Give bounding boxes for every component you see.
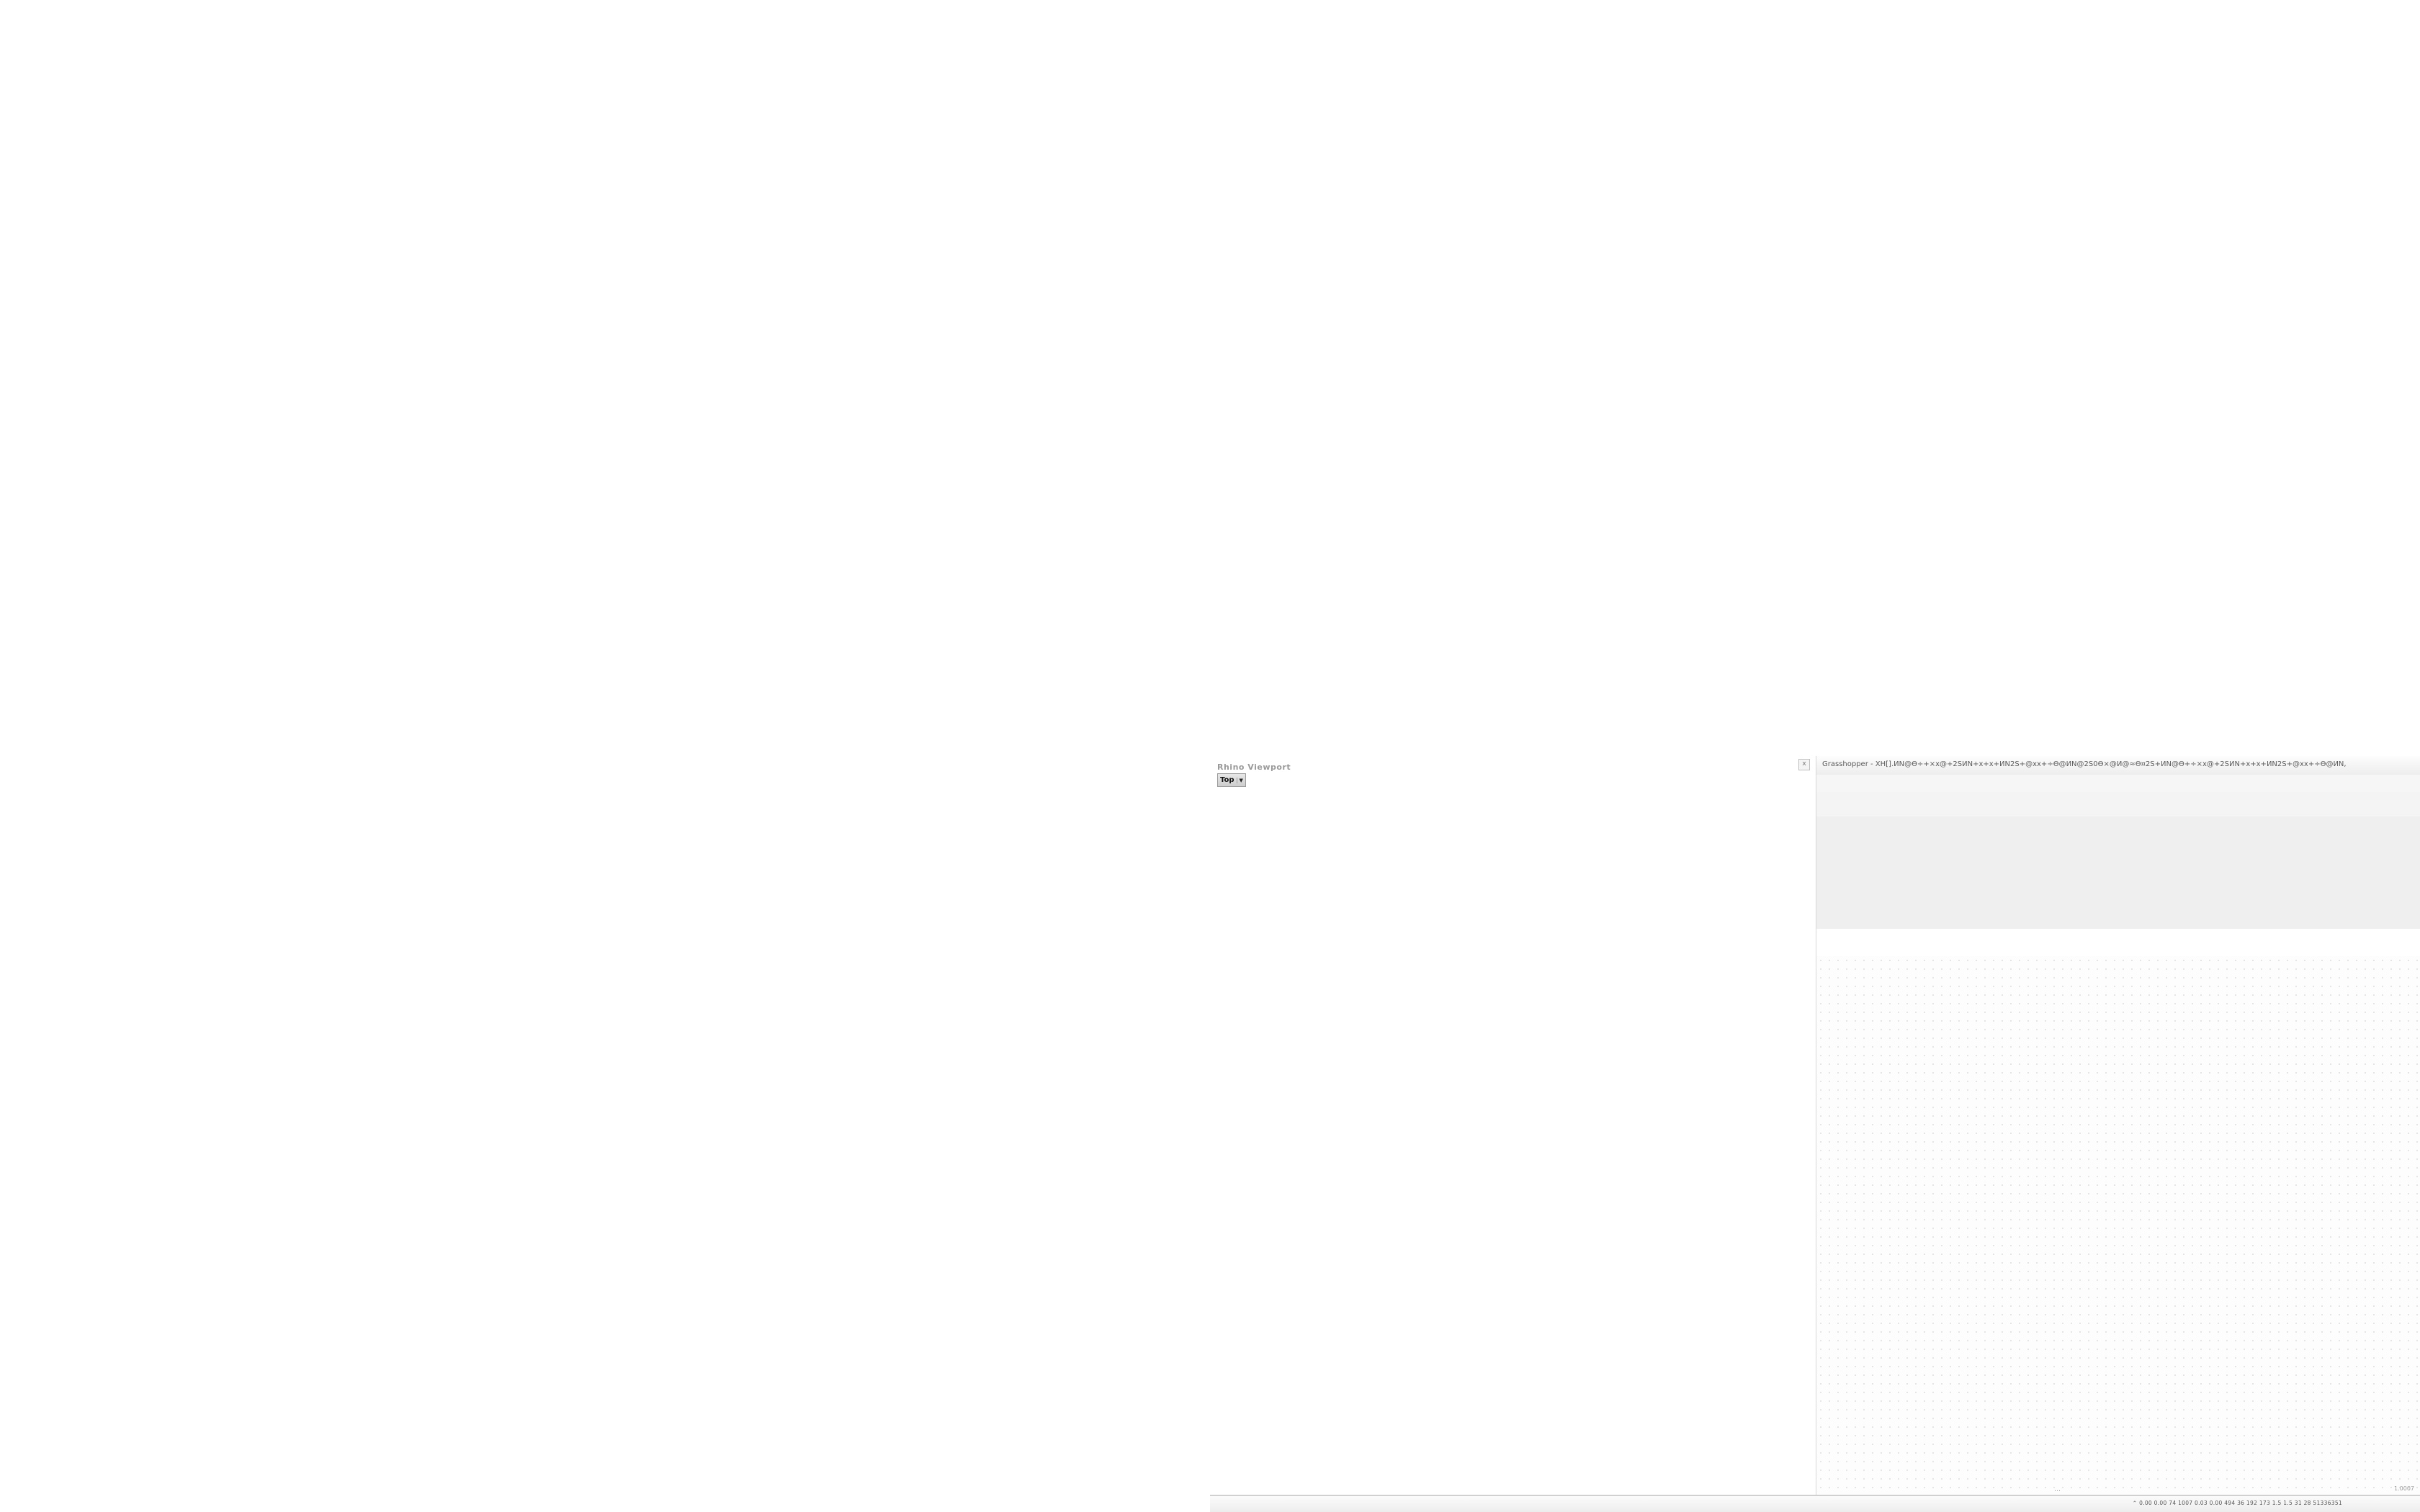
system-monitor-chart [2347, 1499, 2413, 1510]
component-tab-bar [1816, 792, 2420, 817]
system-status-text: ⌃ 0.00 0.00 74 1007 0.03 0.00 494 36 192… [2132, 1500, 2342, 1506]
viewport-tab-top[interactable]: Top ▼ [1217, 773, 1246, 787]
node-canvas[interactable]: … 1.0007 [1816, 956, 2420, 1495]
component-palettes [1816, 816, 2420, 931]
chevron-down-icon: ▼ [1236, 777, 1243, 783]
menu-bar [1816, 775, 2420, 792]
canvas-overflow-dots: … [2054, 1486, 2061, 1493]
canvas-toolbar [1816, 929, 2420, 957]
rhino-viewport-window: Rhino Viewport x Top ▼ [1210, 756, 1816, 1495]
apollonian-fractal-canvas[interactable] [1210, 756, 1816, 1495]
quadrant-top-right-mirrored [1210, 0, 2420, 756]
grasshopper-window-title: Grasshopper - XH[].ИN@Ө÷+×x@+2SИN+x+x+ИN… [1822, 760, 2347, 768]
canvas-zoom-indicator: 1.0007 [2394, 1485, 2414, 1492]
rhino-viewport-title: Rhino Viewport [1217, 762, 1291, 772]
quadrant-bottom-left-mirrored [0, 756, 1210, 1512]
grasshopper-title-bar: Grasshopper - XH[].ИN@Ө÷+×x@+2SИN+x+x+ИN… [1816, 756, 2420, 775]
close-icon[interactable]: x [1798, 759, 1810, 770]
taskbar: ⌃ 0.00 0.00 74 1007 0.03 0.00 494 36 192… [1210, 1495, 2420, 1512]
quadrant-original: Rhino Viewport x Top ▼ Grasshopper - XH[… [1210, 756, 2420, 1512]
grasshopper-window: Grasshopper - XH[].ИN@Ө÷+×x@+2SИN+x+x+ИN… [1816, 756, 2420, 1495]
quadrant-top-left-mirrored [0, 0, 1210, 756]
